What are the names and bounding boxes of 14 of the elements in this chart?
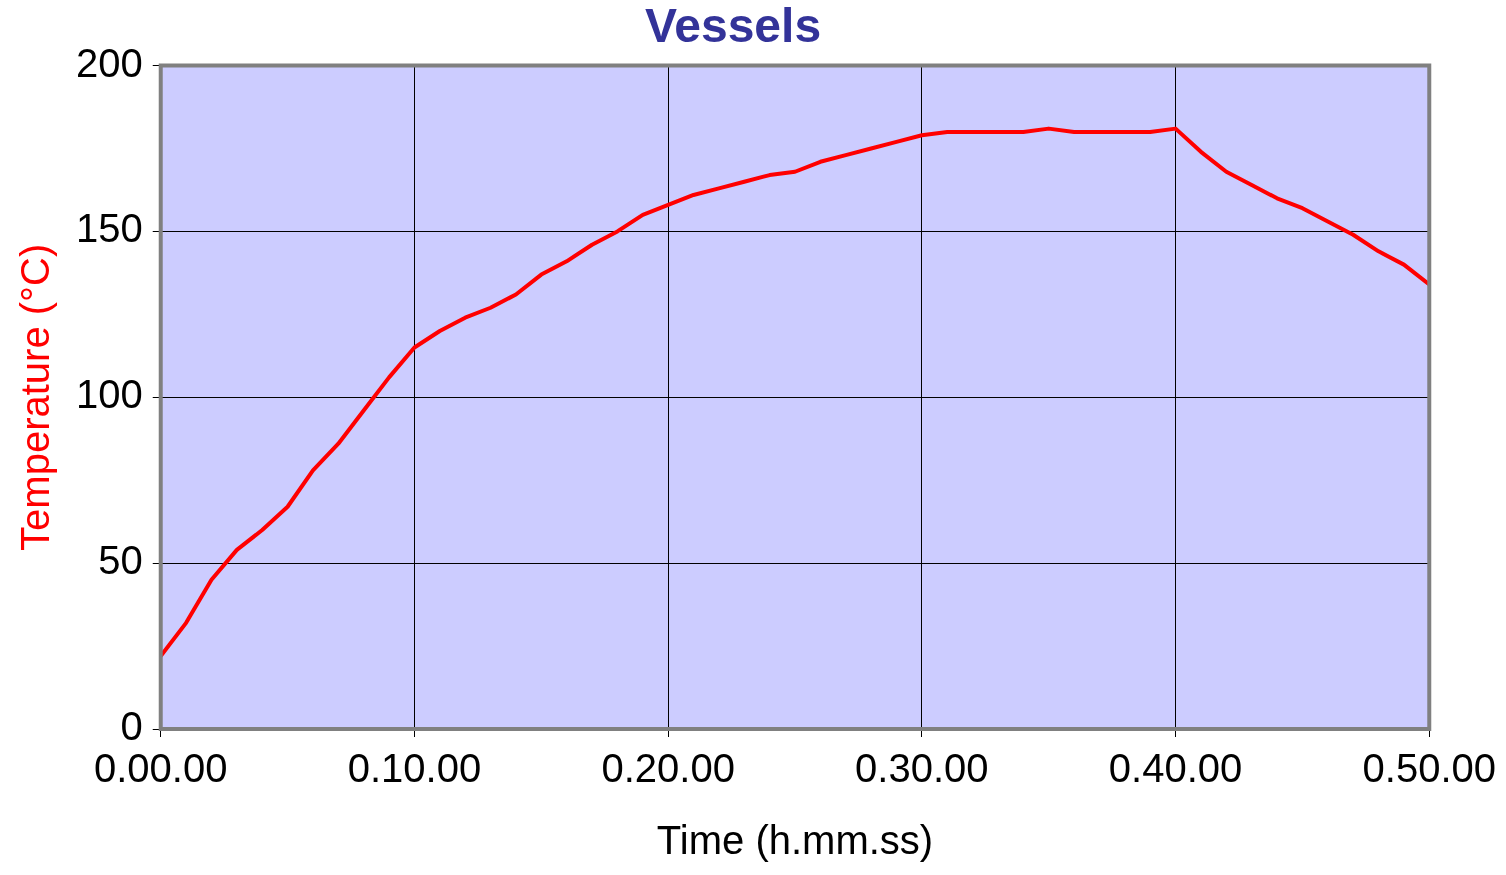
y-tick-label: 200 [75, 40, 143, 85]
x-tick-label: 0.30.00 [855, 746, 989, 791]
y-tick-label: 0 [120, 704, 143, 749]
y-axis-title: Temperature (°C) [13, 243, 58, 551]
x-tick-label: 0.10.00 [347, 746, 482, 791]
x-tick-label: 0.20.00 [601, 746, 735, 791]
x-axis-title: Time (h.mm.ss) [656, 818, 934, 863]
chart-title: Vessels [644, 0, 822, 53]
y-tick-label: 100 [75, 372, 143, 417]
x-tick-label: 0.40.00 [1108, 746, 1243, 791]
y-tick-label: 50 [98, 538, 143, 583]
y-tick-label: 150 [75, 206, 143, 251]
x-tick-label: 0.00.00 [94, 746, 228, 791]
x-tick-label: 0.50.00 [1362, 746, 1497, 791]
